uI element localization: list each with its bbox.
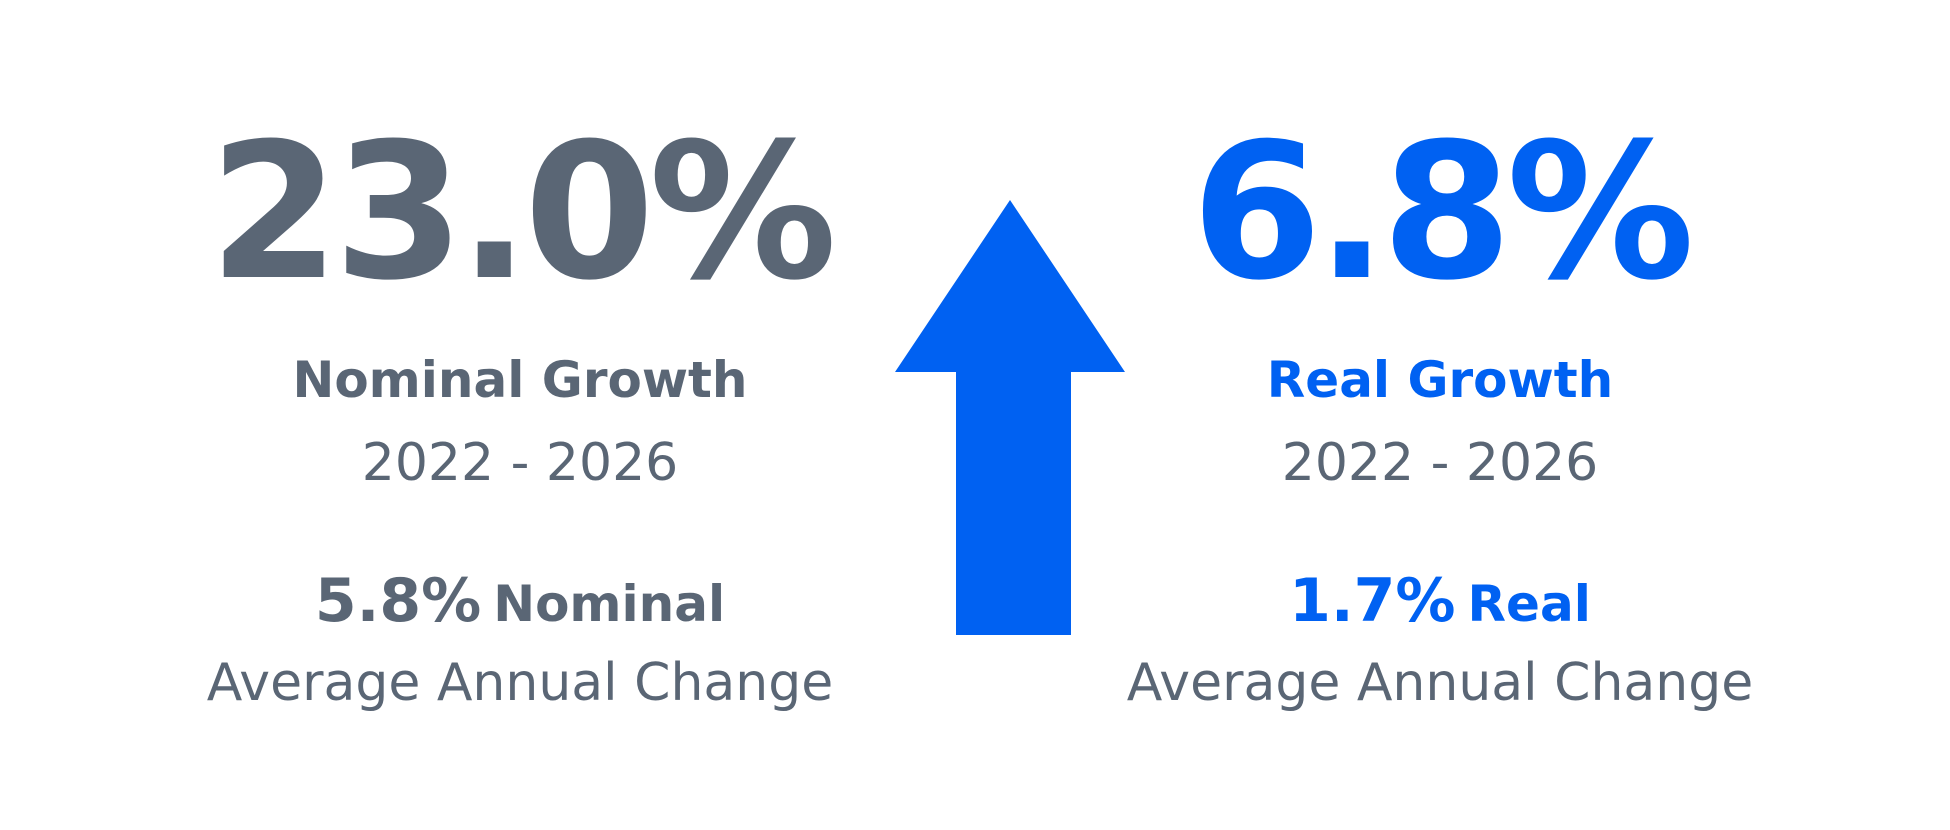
real-average-value: 1.7% [1289, 566, 1456, 636]
real-average-label: Average Annual Change [1126, 653, 1754, 713]
arrow-up-icon [895, 200, 1125, 635]
nominal-growth-value: 23.0% [208, 103, 837, 322]
nominal-growth-period: 2022 - 2026 [361, 433, 679, 493]
nominal-average-line: 5.8% Nominal [120, 566, 920, 639]
nominal-average-word: Nominal [493, 575, 726, 633]
real-average-word: Real [1467, 575, 1591, 633]
nominal-growth-title: Nominal Growth [292, 351, 748, 409]
real-growth-period: 2022 - 2026 [1281, 433, 1599, 493]
nominal-average-value: 5.8% [314, 566, 482, 636]
real-average-line: 1.7% Real [1040, 566, 1840, 639]
real-growth-title: Real Growth [1266, 351, 1614, 409]
nominal-average-label: Average Annual Change [206, 653, 834, 713]
real-growth-value: 6.8% [1191, 103, 1694, 322]
